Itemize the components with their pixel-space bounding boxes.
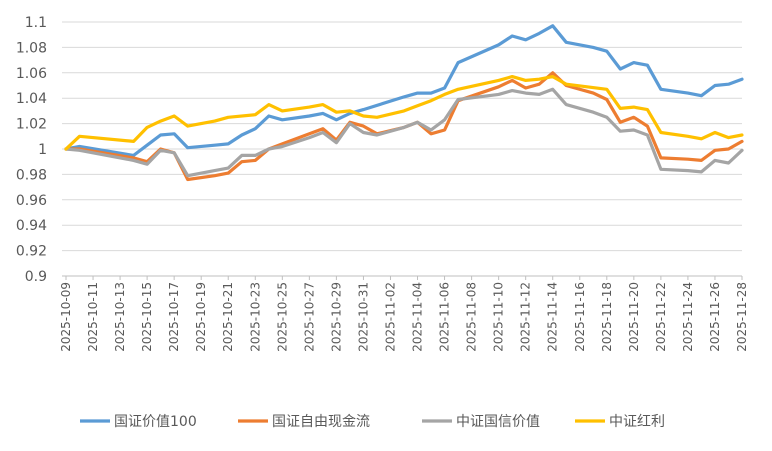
x-tick-label: 2025-10-09	[59, 282, 73, 352]
gridlines	[62, 21, 742, 252]
x-tick-label: 2025-10-29	[329, 282, 343, 352]
series-line-3	[64, 74, 744, 151]
y-tick-label: 0.98	[16, 167, 47, 183]
x-tick-label: 2025-10-23	[248, 282, 262, 352]
y-tick-label: 0.96	[16, 193, 47, 209]
x-tick-label: 2025-11-10	[492, 282, 506, 352]
series-line-2	[64, 87, 744, 178]
x-tick-label: 2025-11-16	[573, 282, 587, 352]
x-tick-label: 2025-11-26	[708, 282, 722, 352]
axes	[62, 275, 743, 280]
x-axis-tick-labels: 2025-10-09 2025-10-11 2025-10-13 2025-10-15…	[59, 282, 749, 352]
y-tick-label: 1.1	[25, 15, 47, 31]
y-tick-label: 1.04	[16, 91, 47, 107]
y-tick-label: 1.06	[16, 66, 47, 82]
x-tick-label: 2025-10-13	[113, 282, 127, 352]
x-tick-label: 2025-11-14	[546, 282, 560, 352]
legend-label: 中证国信价值	[456, 414, 540, 430]
x-tick-label: 2025-10-27	[302, 282, 316, 352]
legend: 国证价值100 国证自由现金流 中证国信价值 中证红利	[80, 414, 665, 430]
x-tick-label: 2025-10-15	[140, 282, 154, 352]
x-tick-label: 2025-11-24	[681, 282, 695, 352]
x-tick-label: 2025-10-25	[275, 282, 289, 352]
y-tick-label: 1	[38, 142, 47, 158]
legend-label: 国证自由现金流	[272, 414, 370, 430]
x-tick-label: 2025-10-31	[356, 282, 370, 352]
y-tick-label: 1.08	[16, 40, 47, 56]
x-tick-label: 2025-11-06	[438, 282, 452, 352]
y-tick-label: 0.94	[16, 218, 47, 234]
x-tick-label: 2025-11-28	[735, 282, 749, 352]
series-line-0	[64, 24, 744, 157]
y-tick-label: 0.9	[25, 269, 47, 285]
x-tick-label: 2025-10-19	[194, 282, 208, 352]
x-tick-label: 2025-11-08	[465, 282, 479, 352]
legend-label: 国证价值100	[114, 414, 197, 430]
y-axis-tick-labels: 0.9 0.92 0.94 0.96 0.98 1 1.02 1.04 1.06 1.08 1.1	[16, 15, 47, 285]
x-tick-label: 2025-11-02	[383, 282, 397, 352]
x-tick-label: 2025-10-17	[167, 282, 181, 352]
y-tick-label: 1.02	[16, 117, 47, 133]
x-tick-label: 2025-11-18	[600, 282, 614, 352]
x-tick-label: 2025-11-20	[627, 282, 641, 352]
x-tick-label: 2025-10-21	[221, 282, 235, 352]
x-tick-label: 2025-11-12	[519, 282, 533, 352]
legend-label: 中证红利	[609, 414, 665, 430]
y-tick-label: 0.92	[16, 244, 47, 260]
x-tick-label: 2025-11-04	[411, 282, 425, 352]
series-lines	[64, 24, 744, 182]
x-tick-label: 2025-11-22	[654, 282, 668, 352]
x-tick-label: 2025-10-11	[86, 282, 100, 352]
